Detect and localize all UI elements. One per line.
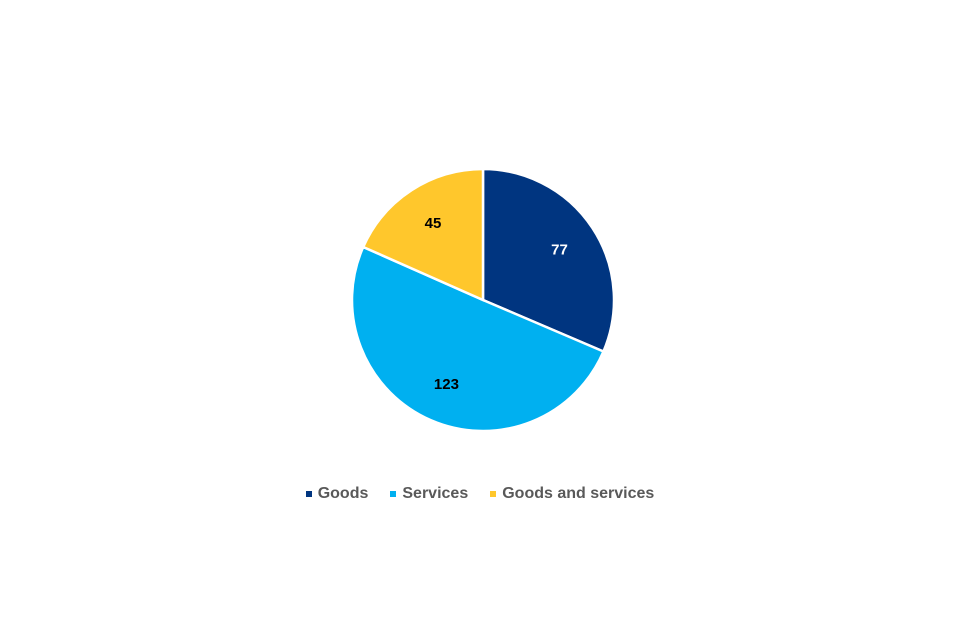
pie-slice-goods: [481, 167, 616, 354]
legend-swatch-goods: [305, 491, 312, 497]
legend-label-goods-and-services: Goods and services: [502, 485, 655, 502]
pie-slice-services: [350, 245, 606, 433]
legend-item-services: Services: [390, 485, 468, 503]
legend-swatch-goods-and-services: [490, 491, 497, 497]
legend-item-goods-and-services: Goods and services: [490, 485, 654, 503]
legend: Goods Services Goods and services: [0, 485, 960, 503]
pie-slice-goods-and-services: [361, 167, 485, 302]
legend-swatch-services: [390, 491, 397, 497]
data-label-goods: 77: [551, 241, 568, 258]
legend-label-services: Services: [402, 485, 469, 502]
legend-label-goods: Goods: [317, 485, 369, 502]
data-label-services: 123: [434, 376, 459, 393]
data-label-goods-and-services: 45: [425, 215, 442, 232]
legend-item-goods: Goods: [305, 485, 369, 503]
